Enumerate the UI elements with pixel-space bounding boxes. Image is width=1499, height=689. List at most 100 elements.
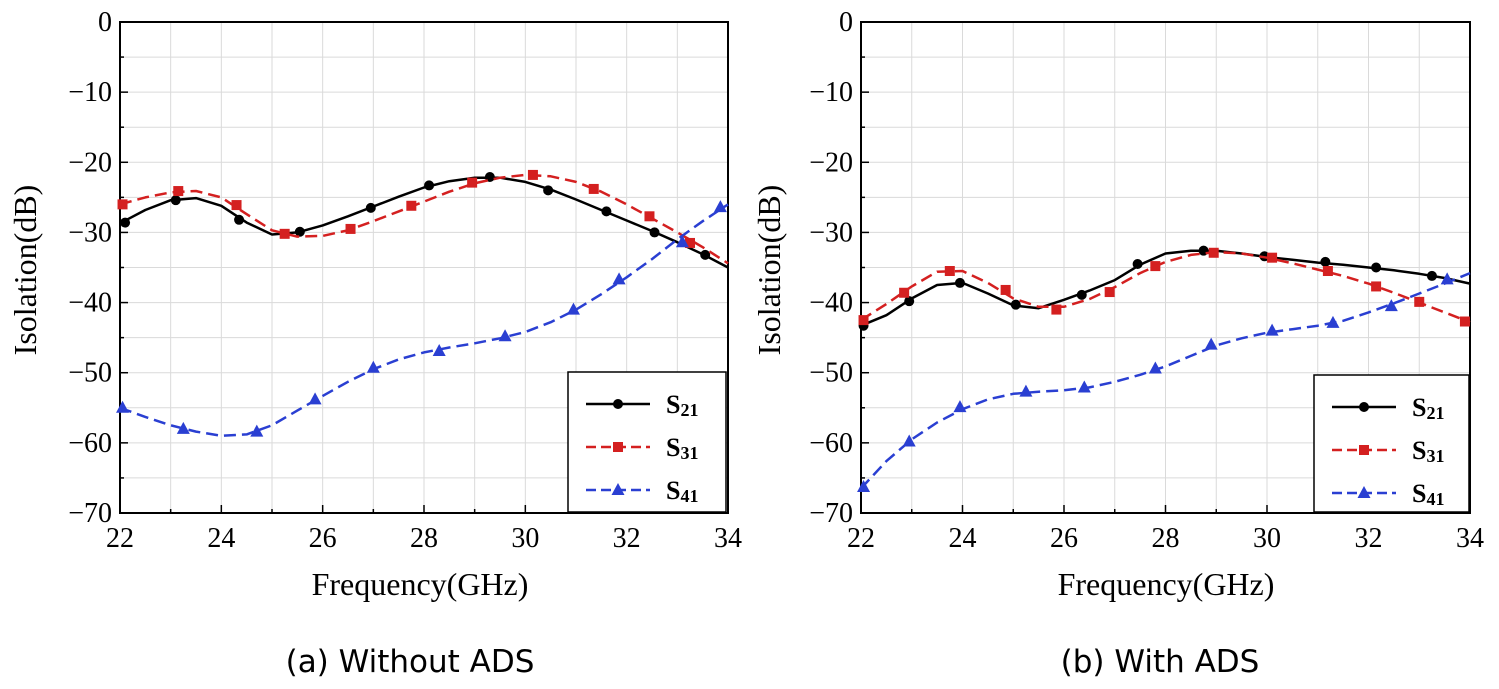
data-point-s31 [685, 237, 695, 248]
legend-label-s31: S31 [666, 433, 698, 463]
panel-a-x-axis-title: Frequency(GHz) [312, 566, 529, 602]
y-tick-label: −30 [68, 217, 112, 248]
data-point-s21 [120, 217, 131, 228]
y-tick-label: −10 [809, 77, 853, 108]
data-point-s31 [467, 177, 478, 188]
data-point-s21 [700, 249, 711, 260]
data-point-s31 [1104, 287, 1115, 298]
data-point-s21 [543, 185, 554, 196]
x-tick-label: 24 [949, 523, 977, 554]
panel-b-x-axis-title: Frequency(GHz) [1058, 566, 1275, 602]
series-s31 [117, 169, 729, 265]
y-tick-label: 0 [98, 7, 112, 38]
panel-b-caption: (b) With ADS [1061, 644, 1260, 680]
data-point-s31 [899, 287, 910, 298]
x-tick-label: 26 [1050, 523, 1078, 554]
x-tick-label: 28 [1152, 523, 1180, 554]
data-point-s31 [117, 199, 128, 210]
legend-label-s21: S21 [1412, 393, 1444, 423]
y-tick-label: −60 [809, 428, 853, 459]
data-point-s31 [1267, 252, 1278, 263]
data-point-s31 [1000, 284, 1011, 295]
data-point-s31 [1051, 304, 1062, 315]
data-point-s31 [527, 169, 538, 180]
series-line-s41 [119, 203, 729, 438]
data-point-s41 [498, 329, 512, 342]
data-point-s41 [176, 421, 190, 434]
x-tick-label: 22 [106, 523, 134, 554]
data-point-s41 [612, 272, 626, 285]
data-point-s41 [953, 400, 967, 413]
data-point-s41 [566, 302, 580, 315]
legend: S21 S31 S41 [1313, 374, 1470, 513]
x-tick-label: 32 [613, 523, 641, 554]
data-point-s21 [1371, 262, 1382, 273]
y-tick-label: −20 [809, 147, 853, 178]
data-point-s41 [1204, 337, 1218, 350]
y-tick-label: −40 [68, 288, 112, 319]
data-point-s31 [1322, 266, 1333, 277]
axis-ticks: 22 24 26 28 30 32 34 0 −10 −20 −30 −40 −50 −60 −70 [68, 7, 742, 554]
panel-a-caption: (a) Without ADS [286, 644, 535, 680]
y-tick-label: −50 [68, 358, 112, 389]
data-point-s41 [1326, 315, 1340, 328]
data-point-s21 [424, 180, 435, 191]
x-tick-label: 30 [511, 523, 539, 554]
y-tick-label: −70 [68, 498, 112, 529]
data-point-s21 [365, 202, 376, 213]
legend-marker-s41 [1357, 486, 1371, 498]
data-point-s41 [250, 424, 264, 437]
data-point-s41 [116, 400, 130, 413]
x-tick-label: 22 [847, 523, 875, 554]
data-point-s41 [902, 434, 916, 447]
series-s31 [858, 247, 1471, 327]
x-tick-label: 26 [309, 523, 337, 554]
series-s21 [119, 172, 729, 269]
x-tick-label: 28 [410, 523, 438, 554]
data-point-s31 [406, 200, 417, 211]
data-point-s31 [1371, 281, 1382, 292]
legend-label-s31: S31 [1412, 436, 1444, 466]
data-point-s31 [644, 211, 655, 222]
data-point-s41 [1265, 323, 1279, 336]
data-point-s31 [231, 200, 242, 211]
data-point-s41 [1440, 272, 1454, 285]
data-point-s31 [944, 266, 955, 277]
x-tick-label: 32 [1355, 523, 1383, 554]
legend: S21 S31 S41 [567, 371, 727, 513]
series-s41 [857, 271, 1471, 493]
x-tick-label: 34 [714, 523, 742, 554]
data-point-s21 [1010, 299, 1021, 310]
data-point-s21 [1076, 289, 1087, 300]
y-tick-label: 0 [839, 7, 853, 38]
panel-a-y-axis-title: Isolation(dB) [7, 185, 43, 356]
y-tick-label: −20 [68, 147, 112, 178]
legend-box [1313, 374, 1470, 513]
x-tick-label: 24 [207, 523, 235, 554]
data-point-s21 [1426, 270, 1437, 281]
data-point-s31 [588, 183, 599, 194]
legend-marker-s31 [613, 442, 623, 452]
data-point-s41 [713, 200, 727, 213]
data-point-s31 [1150, 261, 1161, 272]
y-tick-label: −40 [809, 288, 853, 319]
legend-label-s21: S21 [666, 390, 698, 420]
legend-marker-s21 [1359, 402, 1369, 412]
data-point-s41 [1019, 384, 1033, 397]
x-tick-label: 30 [1253, 523, 1281, 554]
x-tick-label: 34 [1456, 523, 1484, 554]
panel-b-y-axis-title: Isolation(dB) [751, 185, 787, 356]
panel-a-without-ads: (a) Without ADS Frequency(GHz) Isolation… [7, 7, 742, 680]
legend-marker-s41 [611, 483, 625, 495]
legend-label-s41: S41 [666, 476, 698, 506]
data-point-s41 [1148, 361, 1162, 374]
data-point-s41 [432, 343, 446, 356]
data-point-s31 [1414, 296, 1425, 307]
data-point-s41 [308, 392, 322, 405]
data-point-s21 [649, 227, 660, 238]
data-point-s31 [345, 223, 356, 234]
data-point-s21 [170, 195, 181, 206]
legend-marker-s31 [1359, 445, 1369, 455]
panel-b-with-ads: (b) With ADS Frequency(GHz) Isolation(dB… [751, 7, 1484, 680]
